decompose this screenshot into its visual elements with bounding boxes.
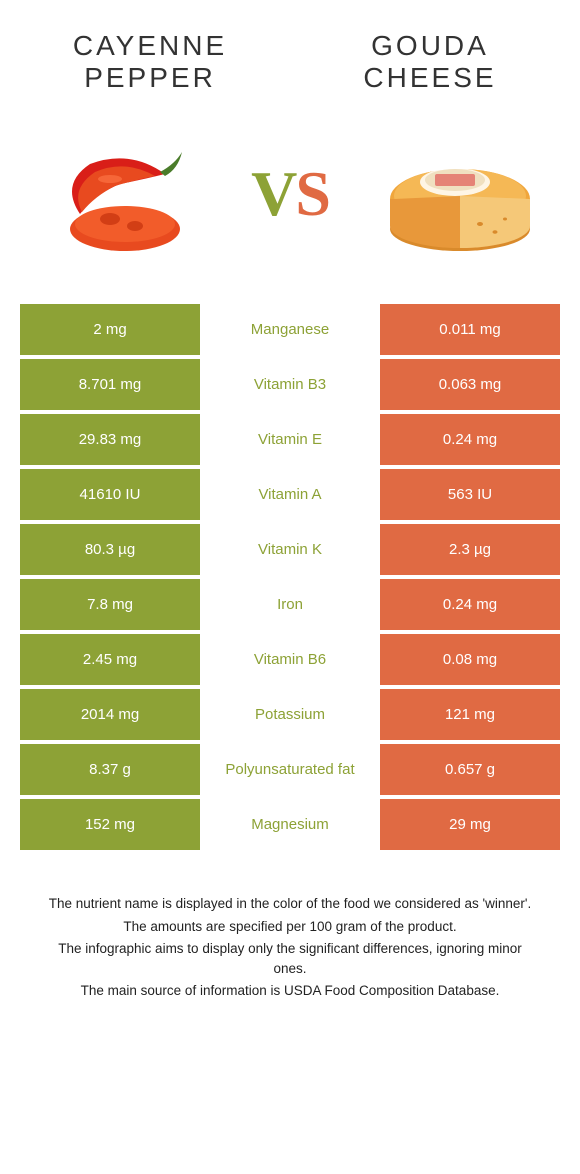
table-row: 2014 mgPotassium121 mg (20, 689, 560, 740)
table-row: 2.45 mgVitamin B60.08 mg (20, 634, 560, 685)
cell-nutrient-label: Vitamin E (200, 414, 380, 465)
title-right-line1: Gouda (371, 30, 489, 61)
cell-left-value: 152 mg (20, 799, 200, 850)
table-row: 2 mgManganese0.011 mg (20, 304, 560, 355)
table-row: 8.37 gPolyunsaturated fat0.657 g (20, 744, 560, 795)
cell-nutrient-label: Manganese (200, 304, 380, 355)
gouda-cheese-image (380, 124, 540, 264)
cell-nutrient-label: Vitamin A (200, 469, 380, 520)
cell-right-value: 29 mg (380, 799, 560, 850)
cell-nutrient-label: Potassium (200, 689, 380, 740)
title-left: Cayenne pepper (50, 30, 250, 94)
cell-right-value: 563 IU (380, 469, 560, 520)
cell-left-value: 2.45 mg (20, 634, 200, 685)
title-left-line2: pepper (84, 62, 216, 93)
footer: The nutrient name is displayed in the co… (0, 854, 580, 1001)
cell-left-value: 8.701 mg (20, 359, 200, 410)
vs-label: VS (251, 157, 329, 231)
cell-left-value: 2 mg (20, 304, 200, 355)
cell-right-value: 0.011 mg (380, 304, 560, 355)
cell-right-value: 0.08 mg (380, 634, 560, 685)
title-right-line2: cheese (363, 62, 496, 93)
cell-left-value: 29.83 mg (20, 414, 200, 465)
cell-nutrient-label: Vitamin B3 (200, 359, 380, 410)
header: Cayenne pepper Gouda cheese (0, 0, 580, 104)
cell-nutrient-label: Vitamin B6 (200, 634, 380, 685)
footer-line4: The main source of information is USDA F… (40, 981, 540, 1001)
title-left-line1: Cayenne (73, 30, 227, 61)
cell-left-value: 2014 mg (20, 689, 200, 740)
cell-left-value: 8.37 g (20, 744, 200, 795)
nutrient-table: 2 mgManganese0.011 mg8.701 mgVitamin B30… (0, 304, 580, 850)
cell-nutrient-label: Vitamin K (200, 524, 380, 575)
cell-left-value: 80.3 µg (20, 524, 200, 575)
cell-nutrient-label: Magnesium (200, 799, 380, 850)
vs-v: V (251, 158, 295, 229)
table-row: 29.83 mgVitamin E0.24 mg (20, 414, 560, 465)
vs-s: S (295, 158, 329, 229)
table-row: 152 mgMagnesium29 mg (20, 799, 560, 850)
cell-right-value: 121 mg (380, 689, 560, 740)
table-row: 80.3 µgVitamin K2.3 µg (20, 524, 560, 575)
cell-right-value: 0.063 mg (380, 359, 560, 410)
table-row: 7.8 mgIron0.24 mg (20, 579, 560, 630)
cell-left-value: 41610 IU (20, 469, 200, 520)
footer-line2: The amounts are specified per 100 gram o… (40, 917, 540, 937)
cell-right-value: 2.3 µg (380, 524, 560, 575)
footer-line3: The infographic aims to display only the… (40, 939, 540, 980)
cell-left-value: 7.8 mg (20, 579, 200, 630)
title-right: Gouda cheese (330, 30, 530, 94)
cell-right-value: 0.24 mg (380, 579, 560, 630)
table-row: 41610 IUVitamin A563 IU (20, 469, 560, 520)
cayenne-pepper-image (40, 124, 200, 264)
cell-nutrient-label: Polyunsaturated fat (200, 744, 380, 795)
cell-right-value: 0.24 mg (380, 414, 560, 465)
table-row: 8.701 mgVitamin B30.063 mg (20, 359, 560, 410)
cell-right-value: 0.657 g (380, 744, 560, 795)
footer-line1: The nutrient name is displayed in the co… (40, 894, 540, 914)
cell-nutrient-label: Iron (200, 579, 380, 630)
vs-row: VS (0, 104, 580, 304)
